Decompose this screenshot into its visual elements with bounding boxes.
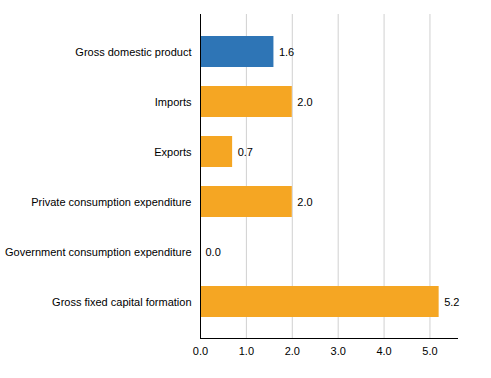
svg-text:5.2: 5.2 <box>444 296 459 308</box>
svg-text:1.0: 1.0 <box>239 345 254 357</box>
svg-text:Government consumption expendi: Government consumption expenditure <box>5 246 192 258</box>
svg-text:2.0: 2.0 <box>285 345 300 357</box>
svg-text:0.0: 0.0 <box>206 246 221 258</box>
svg-text:1.6: 1.6 <box>279 46 294 58</box>
svg-text:Exports: Exports <box>154 146 192 158</box>
svg-text:Private consumption expenditur: Private consumption expenditure <box>31 196 191 208</box>
svg-text:0.0: 0.0 <box>193 345 208 357</box>
svg-text:Gross fixed capital formation: Gross fixed capital formation <box>52 296 191 308</box>
svg-text:0.7: 0.7 <box>238 146 253 158</box>
svg-text:4.0: 4.0 <box>376 345 391 357</box>
svg-text:Gross domestic product: Gross domestic product <box>75 46 191 58</box>
svg-text:Imports: Imports <box>155 96 192 108</box>
svg-text:3.0: 3.0 <box>331 345 346 357</box>
svg-text:2.0: 2.0 <box>297 196 312 208</box>
svg-text:5.0: 5.0 <box>422 345 437 357</box>
svg-text:2.0: 2.0 <box>297 96 312 108</box>
